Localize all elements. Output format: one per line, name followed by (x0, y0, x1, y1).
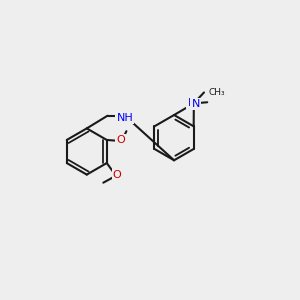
Text: N: N (188, 98, 196, 108)
Text: NH: NH (116, 112, 133, 122)
Text: O: O (116, 135, 125, 145)
Text: CH₃: CH₃ (208, 88, 225, 97)
Text: N: N (191, 99, 200, 109)
Text: O: O (113, 169, 122, 180)
